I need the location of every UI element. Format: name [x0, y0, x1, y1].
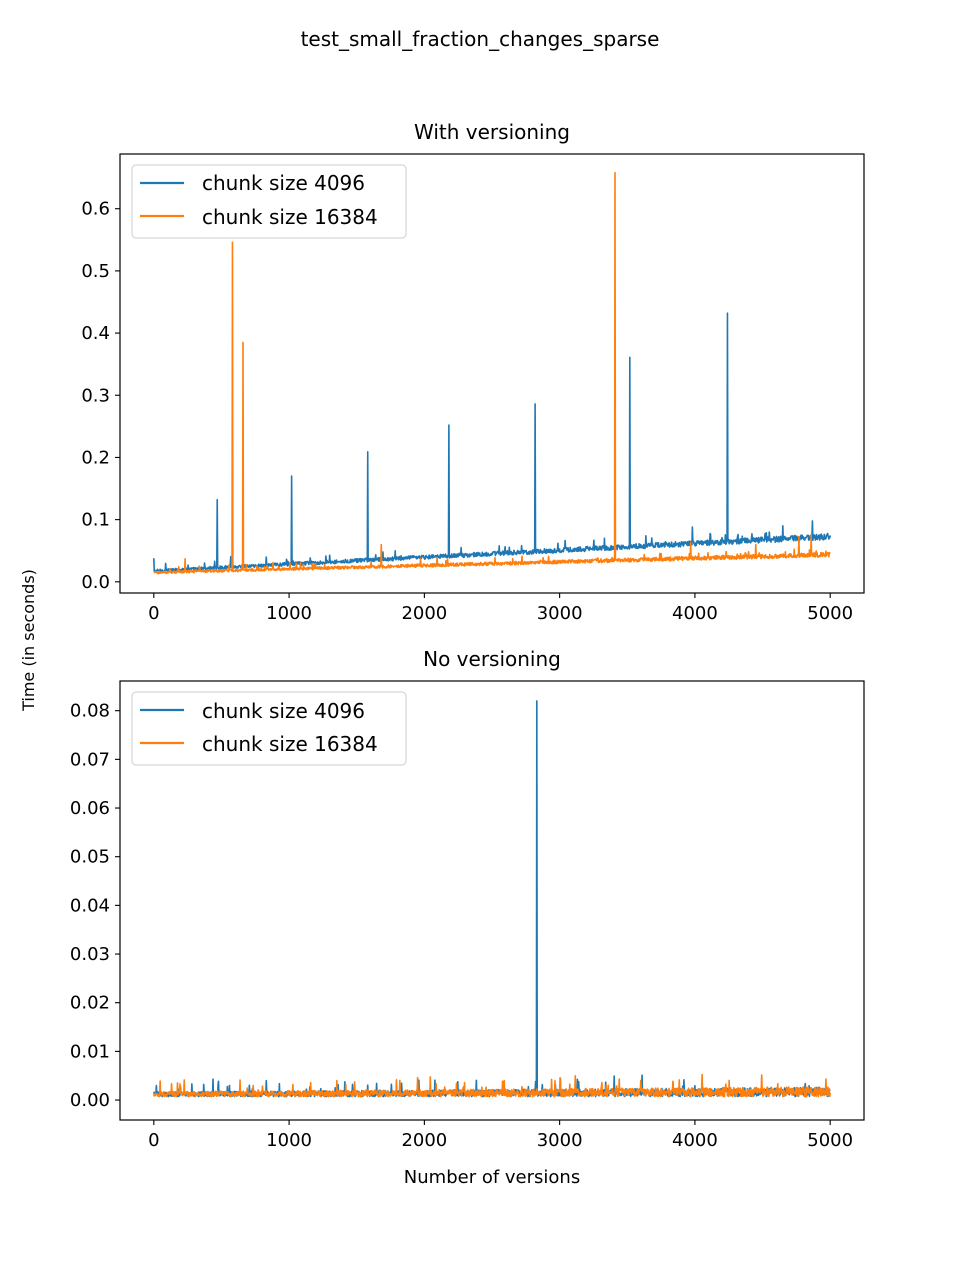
- x-tick-label: 4000: [672, 603, 718, 624]
- x-tick-label: 5000: [807, 603, 853, 624]
- y-tick-label: 0.07: [70, 749, 110, 770]
- axis-layer: 0 1000 2000 3000 4000 5000 0.00 0.01 0.02 0.03 0.0…: [70, 701, 853, 1151]
- legend: chunk size 4096 chunk size 16384: [131, 691, 407, 766]
- plot-frame: [119, 680, 865, 1121]
- figure-suptitle: test_small_fraction_changes_sparse: [301, 27, 660, 51]
- y-tick-label: 0.03: [70, 944, 110, 965]
- x-axis-label: Number of versions: [404, 1167, 580, 1188]
- y-tick-label: 0.06: [70, 798, 110, 819]
- legend-label-4096: chunk size 4096: [202, 699, 365, 723]
- y-tick-label: 0.04: [70, 895, 110, 916]
- legend-label-16384: chunk size 16384: [202, 732, 378, 756]
- y-tick-label: 0.05: [70, 847, 110, 868]
- plot-frame: [119, 153, 865, 594]
- x-tick-label: 5000: [807, 1130, 853, 1151]
- y-tick-label: 0.2: [81, 447, 110, 468]
- x-tick-label: 2000: [401, 603, 447, 624]
- legend-label-16384: chunk size 16384: [202, 205, 378, 229]
- series-line: [153, 1073, 831, 1098]
- shared-y-axis-label: Time (in seconds): [19, 569, 38, 712]
- y-tick-label: 0.08: [70, 701, 110, 722]
- legend: chunk size 4096 chunk size 16384: [131, 164, 407, 239]
- y-tick-label: 0.01: [70, 1041, 110, 1062]
- y-tick-label: 0.02: [70, 993, 110, 1014]
- series-line: [153, 171, 831, 575]
- y-tick-label: 0.5: [81, 261, 110, 282]
- axis-layer: 0 1000 2000 3000 4000 5000 0.0 0.1 0.2 0.3 0.4 0.5 0…: [81, 199, 853, 624]
- x-tick-label: 3000: [537, 1130, 583, 1151]
- y-tick-label: 0.3: [81, 385, 110, 406]
- y-tick-label: 0.00: [70, 1090, 110, 1111]
- y-tick-label: 0.1: [81, 510, 110, 531]
- chart-title: No versioning: [423, 647, 561, 671]
- legend-frame: [131, 164, 407, 239]
- y-tick-label: 0.4: [81, 323, 110, 344]
- x-tick-label: 0: [148, 1130, 159, 1151]
- legend-frame: [131, 691, 407, 766]
- legend-label-4096: chunk size 4096: [202, 171, 365, 195]
- chart-with-versioning: With versioning 0 1000 2000 3000 4000 5000 0.0…: [81, 120, 865, 624]
- x-tick-label: 3000: [537, 603, 583, 624]
- x-tick-label: 4000: [672, 1130, 718, 1151]
- chart-no-versioning: No versioning 0 1000 2000 3000 4000 50000.000…: [70, 647, 865, 1188]
- series-layer: [153, 700, 831, 1098]
- x-tick-label: 0: [148, 603, 159, 624]
- series-line: [153, 312, 831, 573]
- y-tick-label: 0.0: [81, 572, 110, 593]
- x-tick-label: 1000: [266, 1130, 312, 1151]
- y-tick-label: 0.6: [81, 199, 110, 220]
- x-tick-label: 2000: [401, 1130, 447, 1151]
- series-layer: [153, 171, 831, 575]
- x-tick-label: 1000: [266, 603, 312, 624]
- chart-title: With versioning: [414, 120, 570, 144]
